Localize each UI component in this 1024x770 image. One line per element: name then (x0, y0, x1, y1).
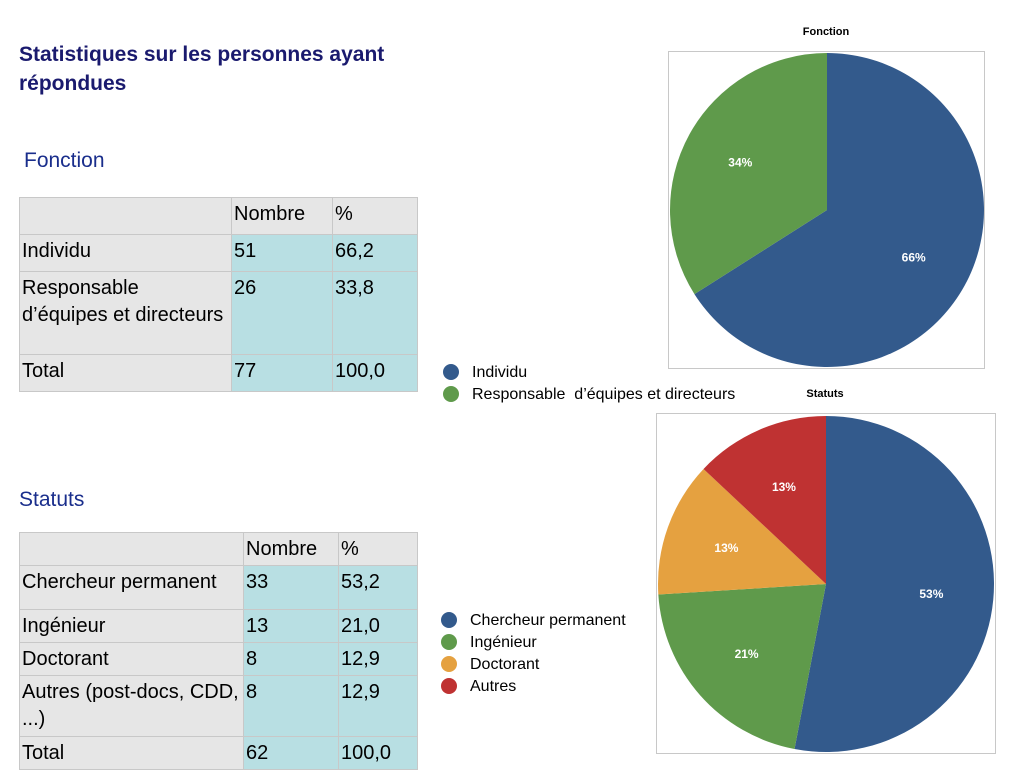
pie-slice-responsable-d-equipes-et-directeurs (670, 53, 827, 295)
fonction-pie-chart: 66% 34% (670, 53, 984, 368)
pie-label-ingenieur: 21% (735, 647, 759, 661)
row-percent: 21,0 (338, 609, 418, 643)
table-header-cell (19, 197, 232, 235)
legend-label: Individu (472, 364, 528, 381)
row-count: 33 (243, 565, 339, 610)
table-row: Chercheur permanent 33 53,2 (19, 565, 418, 610)
table-header-cell: % (338, 532, 418, 566)
table-header-cell: Nombre (243, 532, 339, 566)
legend-label: Autres (470, 678, 517, 695)
row-label: Doctorant (19, 642, 244, 676)
legend-item-responsable-d-equipes-et-directeurs: Responsable d’équipes et directeurs (443, 384, 735, 406)
legend-swatch (441, 633, 457, 650)
statuts-legend: Chercheur permanent Ingénieur Doctorant Aut… (441, 610, 656, 702)
statuts-heading: Statuts (19, 488, 85, 511)
legend-swatch (441, 611, 457, 628)
row-count: 77 (231, 354, 333, 392)
pie-slice-ingenieur (658, 584, 826, 750)
pie-slice-individu (694, 53, 984, 368)
row-count: 8 (243, 642, 339, 676)
fonction-legend: Individu Responsable d’équipes et directe… (443, 362, 783, 410)
row-label: Total (19, 354, 232, 392)
pie-label-responsable-d-equipes-et-directeurs: 34% (728, 155, 752, 169)
row-label: Chercheur permanent (19, 565, 244, 610)
fonction-table: Nombre % Individu 51 66,2 Responsable d’… (19, 197, 418, 392)
table-header-cell: Nombre (231, 197, 333, 235)
row-percent: 53,2 (338, 565, 418, 610)
row-label: Autres (post-docs, CDD, ...) (19, 675, 244, 737)
legend-item-doctorant: Doctorant (441, 654, 539, 676)
page-title: Statistiques sur les personnes ayant rép… (19, 43, 385, 95)
legend-item-autres: Autres (441, 676, 516, 698)
row-count: 26 (231, 271, 333, 355)
table-header-row: Nombre % (19, 197, 418, 235)
pie-slice-doctorant (658, 468, 826, 595)
row-percent: 33,8 (332, 271, 418, 355)
table-row-total: Total 62 100,0 (19, 736, 418, 770)
legend-label: Chercheur permanent (470, 612, 626, 629)
fonction-heading: Fonction (24, 149, 105, 172)
row-percent: 100,0 (338, 736, 418, 770)
pie-slice-chercheur-permanent (794, 416, 994, 752)
legend-swatch (441, 655, 457, 672)
row-percent: 100,0 (332, 354, 418, 392)
fonction-chart-frame: 66% 34% (668, 51, 985, 369)
statuts-chart-frame: 53% 21% 13% 13% (656, 413, 996, 754)
legend-label: Responsable d’équipes et directeurs (472, 386, 736, 403)
row-count: 51 (231, 234, 333, 272)
legend-label: Ingénieur (470, 634, 537, 651)
row-percent: 12,9 (338, 642, 418, 676)
statuts-table: Nombre % Chercheur permanent 33 53,2 Ing… (19, 532, 418, 770)
table-header-row: Nombre % (19, 532, 418, 566)
table-row: Individu 51 66,2 (19, 234, 418, 272)
row-label: Total (19, 736, 244, 770)
pie-slice-autres (703, 416, 826, 584)
row-count: 8 (243, 675, 339, 737)
table-row-total: Total 77 100,0 (19, 354, 418, 392)
legend-item-individu: Individu (443, 362, 527, 384)
legend-item-ingenieur: Ingénieur (441, 632, 537, 654)
table-row: Doctorant 8 12,9 (19, 642, 418, 676)
legend-label: Doctorant (470, 656, 540, 673)
table-row: Ingénieur 13 21,0 (19, 609, 418, 643)
table-header-cell: % (332, 197, 418, 235)
table-row: Autres (post-docs, CDD, ...) 8 12,9 (19, 675, 418, 737)
table-row: Responsable d’équipes et directeurs 26 3… (19, 271, 418, 355)
pie-label-chercheur-permanent: 53% (919, 587, 943, 601)
row-label: Responsable d’équipes et directeurs (19, 271, 232, 355)
pie-label-autres: 13% (772, 480, 796, 494)
legend-swatch (441, 677, 457, 694)
pie-label-doctorant: 13% (714, 541, 738, 555)
row-label: Individu (19, 234, 232, 272)
statuts-pie-chart: 53% 21% 13% 13% (658, 416, 994, 752)
row-count: 62 (243, 736, 339, 770)
row-percent: 12,9 (338, 675, 418, 737)
statuts-chart-title: Statuts (806, 388, 844, 400)
legend-swatch (443, 363, 459, 380)
pie-label-individu: 66% (902, 251, 926, 265)
row-label: Ingénieur (19, 609, 244, 643)
row-count: 13 (243, 609, 339, 643)
fonction-chart-title: Fonction (802, 26, 850, 38)
legend-item-chercheur-permanent: Chercheur permanent (441, 610, 626, 632)
table-header-cell (19, 532, 244, 566)
legend-swatch (443, 385, 459, 402)
row-percent: 66,2 (332, 234, 418, 272)
